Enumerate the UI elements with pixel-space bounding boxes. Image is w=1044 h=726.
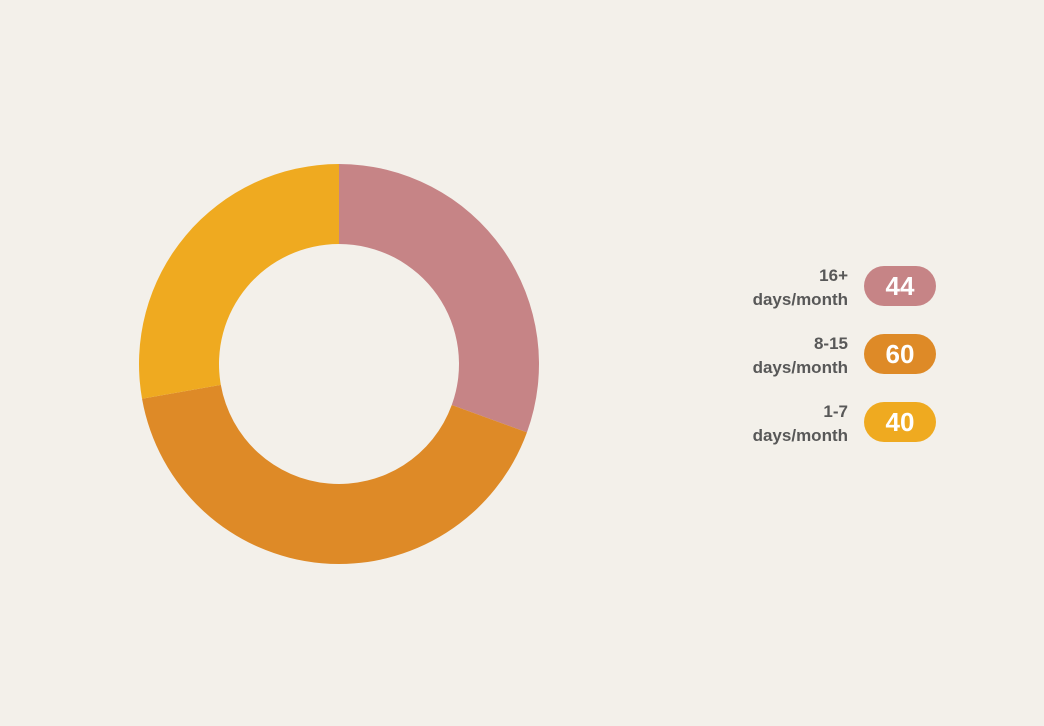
legend-label: 8-15 days/month (753, 332, 848, 380)
legend-label-line1: 8-15 (813, 334, 848, 353)
donut-slice-2 (138, 164, 339, 399)
legend-label: 1-7 days/month (753, 400, 848, 448)
legend: 16+ days/month 44 8-15 days/month 60 1-7… (700, 260, 940, 464)
legend-item-8-15: 8-15 days/month 60 (700, 328, 940, 380)
donut-slice-0 (339, 164, 539, 433)
legend-label-line1: 1-7 (823, 402, 848, 421)
value-badge: 44 (864, 266, 936, 306)
legend-label-line1: 16+ (819, 266, 848, 285)
value-badge: 40 (864, 402, 936, 442)
legend-item-1-7: 1-7 days/month 40 (700, 396, 940, 448)
donut-slice-1 (142, 384, 527, 565)
legend-label-line2: days/month (752, 290, 848, 309)
legend-label: 16+ days/month (753, 264, 848, 312)
legend-label-line2: days/month (752, 358, 848, 377)
value-badge: 60 (864, 334, 936, 374)
legend-label-line2: days/month (752, 426, 848, 445)
legend-item-16plus: 16+ days/month 44 (700, 260, 940, 312)
